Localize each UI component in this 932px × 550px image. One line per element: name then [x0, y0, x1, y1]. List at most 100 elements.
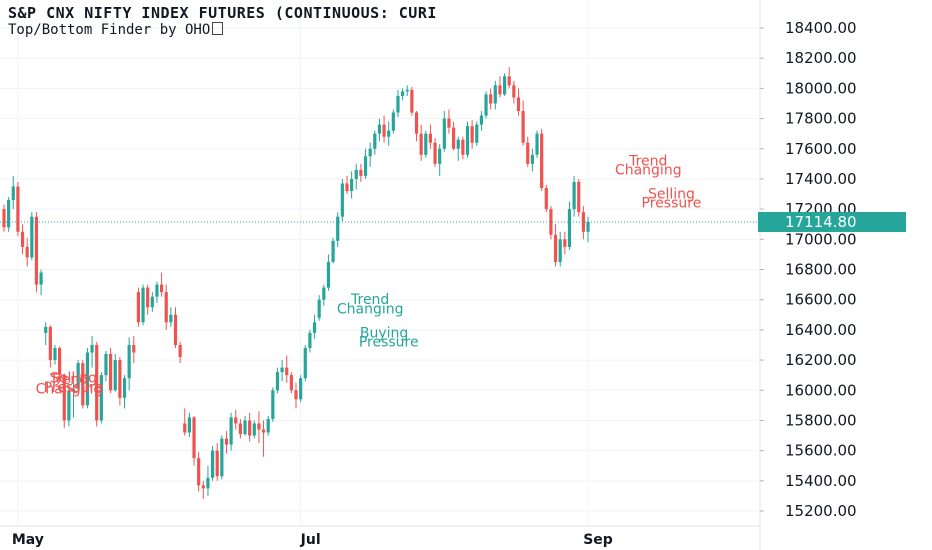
candle-body: [58, 347, 62, 376]
candle-body: [512, 85, 516, 98]
price-tick-label: 17600.00: [785, 140, 857, 158]
last-price-tag: [758, 211, 906, 232]
signal-annotation: Changing: [615, 162, 682, 178]
candle-body: [516, 97, 521, 112]
candle-body: [299, 378, 303, 400]
price-tick-label: 17400.00: [785, 170, 857, 188]
candle-body: [85, 352, 90, 406]
candle-body: [312, 322, 317, 333]
candle-body: [549, 209, 553, 235]
candle-body: [451, 127, 456, 149]
candle-body: [354, 169, 358, 179]
candle-body: [382, 124, 386, 137]
candle-body: [7, 200, 11, 228]
candle-body: [521, 111, 525, 143]
candle-body: [498, 85, 502, 95]
candle-body: [280, 367, 284, 373]
candle-body: [289, 375, 293, 391]
candle-body: [136, 292, 141, 323]
candle-body: [104, 354, 108, 376]
candle-body: [396, 95, 400, 113]
candle-body: [169, 314, 173, 323]
time-tick-label: Jul: [300, 532, 321, 548]
candle-body: [493, 85, 497, 104]
candle-body: [25, 246, 29, 258]
candle-body: [215, 450, 219, 477]
price-tick-label: 15800.00: [785, 411, 857, 429]
candle-body: [234, 417, 238, 424]
candle-body: [363, 156, 368, 176]
price-tick-label: 18000.00: [785, 79, 857, 97]
candle-body: [331, 240, 335, 262]
time-tick-label: May: [12, 532, 44, 548]
candle-body: [419, 133, 423, 155]
candle-body: [322, 287, 326, 300]
candle-body: [563, 239, 567, 247]
candle-body: [410, 89, 414, 113]
candle-body: [150, 296, 154, 308]
candle-body: [359, 169, 363, 176]
candle-body: [577, 181, 581, 213]
candle-body: [252, 423, 256, 436]
candle-body: [387, 130, 391, 137]
candle-body: [581, 212, 585, 232]
candle-body: [159, 284, 164, 293]
candle-body: [540, 133, 544, 188]
price-tick-label: 16200.00: [785, 351, 857, 369]
price-tick-label: 17800.00: [785, 110, 857, 128]
signal-annotation: Trend: [350, 292, 389, 308]
signal-annotation: Pressure: [44, 380, 104, 396]
price-tick-label: 15200.00: [785, 502, 857, 520]
candle-body: [326, 261, 331, 288]
signal-annotation: Selling: [50, 371, 97, 387]
candle-body: [248, 420, 252, 436]
candle-body: [475, 124, 479, 143]
candle-body: [294, 390, 298, 400]
candle-body: [442, 118, 446, 149]
candle-body: [257, 423, 261, 430]
signal-annotation: Pressure: [642, 196, 702, 212]
candle-body: [275, 372, 280, 391]
candle-body: [99, 375, 103, 421]
chart-title: S&P CNX NIFTY INDEX FUTURES (CONTINUOUS:…: [8, 4, 437, 22]
candle-body: [336, 216, 340, 241]
candle-body: [206, 477, 210, 489]
candle-body: [414, 112, 419, 134]
candle-body: [113, 360, 117, 391]
settings-box-icon[interactable]: [212, 22, 224, 35]
candle-body: [317, 299, 321, 318]
price-tick-label: 15400.00: [785, 472, 857, 490]
price-axis-panel: [760, 0, 932, 550]
candle-body: [81, 363, 85, 406]
candle-body: [118, 360, 122, 398]
candle-body: [16, 186, 20, 232]
candle-body: [266, 418, 270, 433]
candle-body: [224, 438, 229, 445]
candle-body: [350, 178, 354, 192]
candle-body: [428, 133, 433, 143]
candle-body: [308, 332, 312, 348]
candle-body: [90, 344, 94, 353]
candle-body: [479, 115, 484, 125]
candle-body: [141, 287, 145, 323]
candle-body: [526, 142, 530, 164]
candle-body: [461, 139, 465, 155]
signal-annotation: Changing: [36, 381, 103, 397]
candle-body: [44, 326, 48, 333]
candle-body: [377, 124, 382, 134]
candle-body: [20, 231, 25, 247]
candle-body: [238, 423, 242, 435]
candle-body: [558, 239, 562, 262]
price-tick-label: 16000.00: [785, 381, 857, 399]
candle-body: [544, 187, 548, 210]
candle-body: [155, 284, 159, 297]
candle-body: [433, 142, 437, 164]
signal-annotation: Trend: [628, 153, 667, 169]
candle-body: [261, 429, 266, 433]
candle-body: [197, 458, 201, 486]
candle-body: [484, 94, 488, 116]
candle-body: [456, 139, 460, 149]
candle-body: [340, 183, 344, 217]
